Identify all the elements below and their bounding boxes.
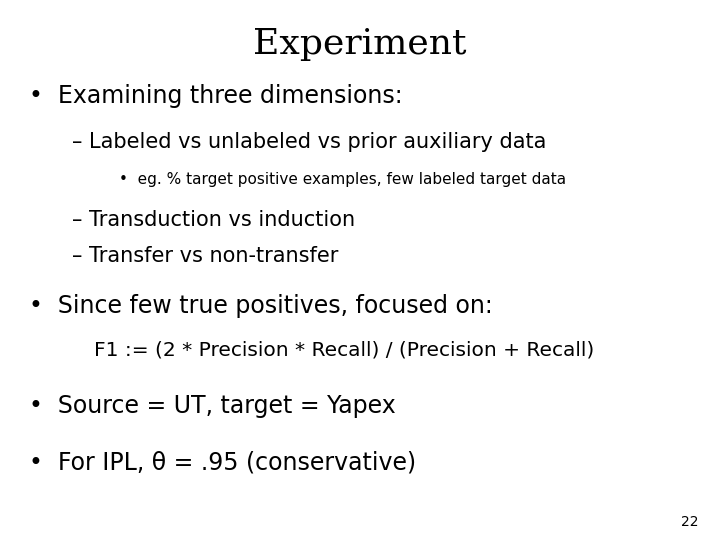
Text: – Labeled vs unlabeled vs prior auxiliary data: – Labeled vs unlabeled vs prior auxiliar… (72, 132, 546, 152)
Text: •  For IPL, θ = .95 (conservative): • For IPL, θ = .95 (conservative) (29, 451, 416, 475)
Text: •  Source = UT, target = Yapex: • Source = UT, target = Yapex (29, 394, 395, 418)
Text: – Transduction vs induction: – Transduction vs induction (72, 210, 355, 230)
Text: Experiment: Experiment (253, 27, 467, 61)
Text: •  eg. % target positive examples, few labeled target data: • eg. % target positive examples, few la… (119, 172, 566, 187)
Text: – Transfer vs non-transfer: – Transfer vs non-transfer (72, 246, 338, 266)
Text: •  Since few true positives, focused on:: • Since few true positives, focused on: (29, 294, 492, 318)
Text: F1 := (2 * Precision * Recall) / (Precision + Recall): F1 := (2 * Precision * Recall) / (Precis… (94, 340, 594, 359)
Text: •  Examining three dimensions:: • Examining three dimensions: (29, 84, 402, 107)
Text: 22: 22 (681, 515, 698, 529)
